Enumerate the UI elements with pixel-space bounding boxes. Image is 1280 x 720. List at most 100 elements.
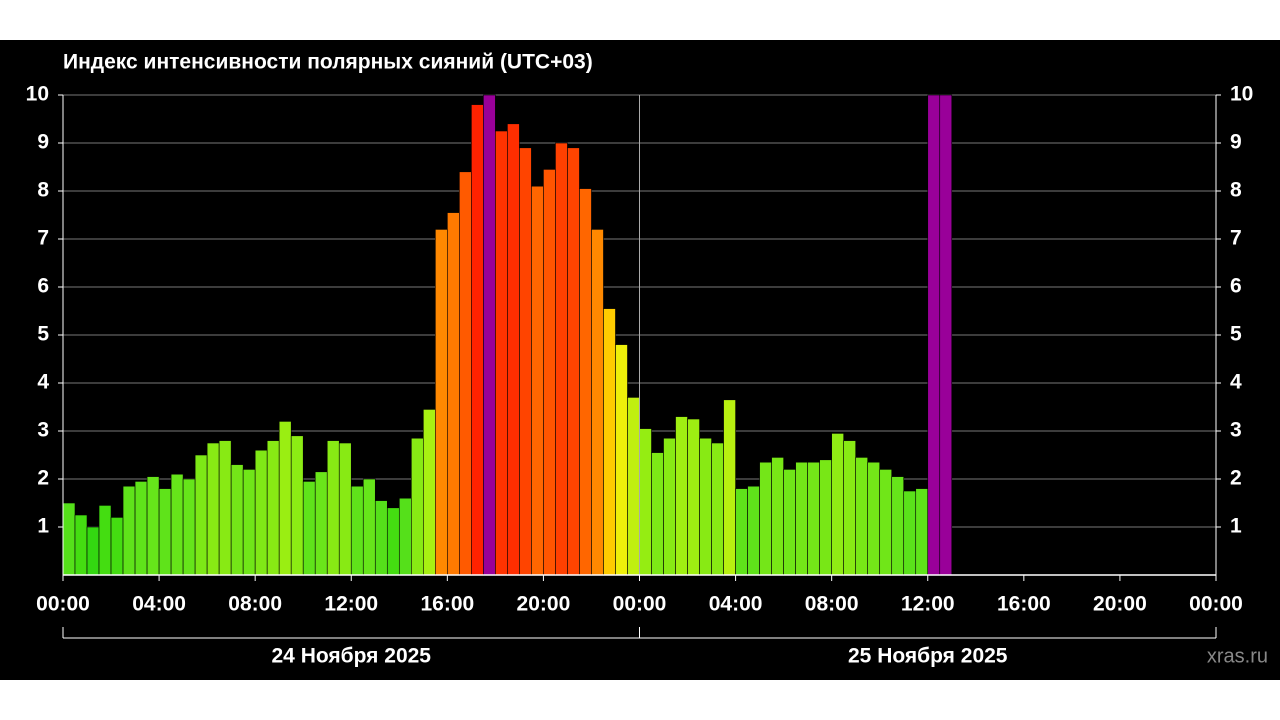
x-tick-label: 08:00 (805, 593, 859, 616)
y-tick-label-right: 2 (1230, 467, 1242, 490)
bar (795, 461, 808, 576)
bar (819, 459, 832, 576)
watermark: xras.ru (1207, 645, 1268, 667)
bar (230, 464, 244, 576)
bar (242, 469, 256, 576)
bar (411, 437, 424, 576)
bar (639, 428, 652, 576)
bar (495, 130, 508, 576)
x-tick-label: 08:00 (228, 593, 282, 616)
bar (723, 399, 736, 576)
x-tick-label: 00:00 (1189, 593, 1243, 616)
bar (86, 526, 100, 576)
bar (939, 94, 953, 576)
y-tick-label-right: 10 (1230, 83, 1253, 106)
bar (471, 104, 484, 576)
bar (206, 442, 220, 576)
y-tick-label-right: 7 (1230, 227, 1242, 250)
y-tick-label: 2 (37, 467, 49, 490)
y-tick-label: 4 (37, 371, 49, 394)
bar (627, 397, 640, 576)
bar (110, 517, 124, 576)
bar (459, 171, 472, 576)
x-tick-label: 04:00 (709, 593, 763, 616)
bar (158, 488, 172, 576)
bar (555, 142, 568, 576)
x-tick-label: 16:00 (420, 593, 474, 616)
bar (170, 473, 184, 576)
bar (134, 481, 148, 576)
bar (278, 421, 292, 576)
bar (182, 478, 196, 576)
bar (867, 461, 881, 576)
bar (290, 435, 304, 576)
bar (543, 169, 556, 576)
bar (807, 461, 820, 576)
bar (927, 94, 941, 576)
bar (519, 147, 532, 576)
bar (146, 476, 160, 576)
x-group-label: 24 Ноября 2025 (272, 645, 432, 668)
bar (915, 488, 929, 576)
bar (266, 440, 280, 576)
bar (483, 94, 496, 576)
x-tick-label: 20:00 (517, 593, 571, 616)
y-tick-label: 5 (37, 323, 49, 346)
y-tick-label: 6 (37, 275, 49, 298)
bar (591, 229, 604, 576)
bar (447, 212, 460, 576)
x-tick-label: 16:00 (997, 593, 1051, 616)
bar (783, 469, 796, 576)
x-tick-label: 12:00 (324, 593, 378, 616)
bar (98, 505, 112, 576)
bar (218, 440, 232, 576)
bar (759, 461, 772, 576)
bar (687, 418, 700, 576)
bar (302, 481, 316, 576)
y-tick-label-right: 8 (1230, 179, 1242, 202)
bar (254, 449, 268, 576)
bar (747, 485, 760, 576)
y-tick-label: 3 (37, 419, 49, 442)
bar (843, 440, 856, 576)
bar (699, 437, 712, 576)
bar (879, 469, 893, 576)
bar (350, 485, 364, 576)
bar (423, 409, 436, 576)
bar (338, 442, 352, 576)
bar (531, 185, 544, 576)
bar (122, 485, 136, 576)
bar (711, 442, 724, 576)
bar (891, 476, 905, 576)
x-tick-label: 20:00 (1093, 593, 1147, 616)
bar (435, 229, 448, 576)
y-tick-label-right: 6 (1230, 275, 1242, 298)
y-tick-label-right: 4 (1230, 371, 1242, 394)
bar (398, 497, 412, 576)
x-tick-label: 00:00 (613, 593, 667, 616)
bar (663, 437, 676, 576)
bar (651, 452, 664, 576)
bar (903, 490, 917, 576)
bar (771, 457, 784, 576)
chart-title: Индекс интенсивности полярных сияний (UT… (63, 51, 593, 74)
bar (855, 457, 868, 576)
bar (62, 502, 76, 576)
y-tick-label-right: 1 (1230, 515, 1242, 538)
x-tick-label: 00:00 (36, 593, 90, 616)
y-tick-label-right: 9 (1230, 131, 1242, 154)
x-tick-label: 04:00 (132, 593, 186, 616)
bar (74, 514, 88, 576)
y-tick-label: 1 (37, 515, 49, 538)
x-tick-label: 12:00 (901, 593, 955, 616)
bar (615, 344, 628, 576)
x-group-label: 25 Ноября 2025 (848, 645, 1008, 668)
y-tick-label: 8 (37, 179, 49, 202)
bar (675, 416, 688, 576)
y-tick-label-right: 5 (1230, 323, 1242, 346)
y-tick-label: 10 (26, 83, 49, 106)
bar (603, 308, 616, 576)
bar (314, 471, 328, 576)
